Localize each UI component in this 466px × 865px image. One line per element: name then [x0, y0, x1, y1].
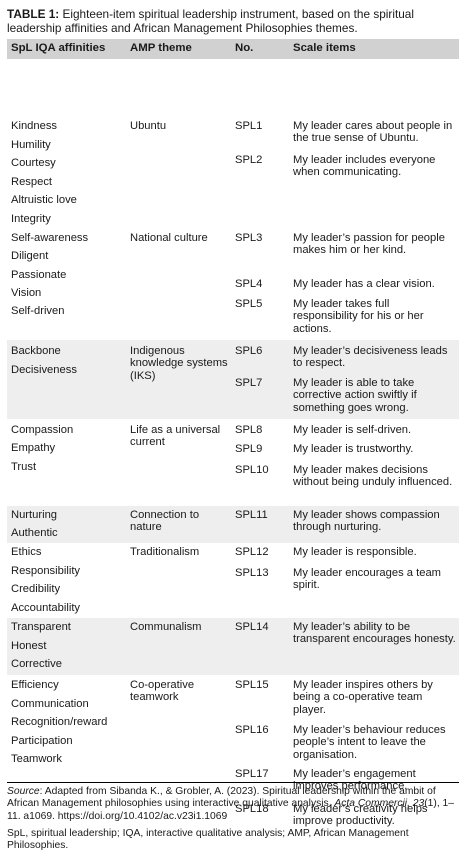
item-number-cell: SPL8 — [235, 424, 263, 436]
table-row: Self-awareness Diligent Passionate Vision Se… — [7, 227, 459, 340]
scale-item-cell: My leader is trustworthy. — [293, 443, 414, 455]
affinity-cell: Trust — [11, 461, 37, 473]
item-number-cell: SPL4 — [235, 278, 263, 290]
item-number-cell: SPL9 — [235, 443, 263, 455]
affinity-cell: Communication — [11, 698, 89, 710]
item-number-cell: SPL15 — [235, 679, 269, 691]
affinity-cell: Nurturing — [11, 509, 58, 521]
scale-item-cell: My leader takes full responsibility for … — [293, 298, 424, 335]
item-number-cell: SPL14 — [235, 621, 269, 633]
caption-label: TABLE 1: — [7, 7, 60, 21]
scale-item-cell: My leader’s engagement improves performa… — [293, 768, 416, 793]
source-text: : Adapted from Sibanda K., & Grobler, A.… — [7, 786, 436, 810]
scale-item-cell: My leader has a clear vision. — [293, 278, 435, 290]
table-row: Backbone Decisiveness Indigenous knowledge… — [7, 340, 459, 419]
item-number-cell: SPL2 — [235, 154, 263, 166]
affinity-cell: Diligent — [11, 250, 49, 262]
table-header: SpL IQA affinities AMP theme No. Scale i… — [7, 39, 459, 59]
affinity-cell: Authentic — [11, 527, 58, 539]
header-theme: AMP theme — [130, 42, 192, 54]
affinity-cell: Compassion — [11, 424, 74, 436]
scale-item-cell: My leader is self-driven. — [293, 424, 412, 436]
affinity-cell: Teamwork — [11, 753, 62, 765]
item-number-cell: SPL11 — [235, 509, 268, 521]
amp-theme-cell: Connection to nature — [130, 509, 200, 534]
table-bottom-rule — [7, 782, 459, 783]
affinity-cell: Humility — [11, 139, 51, 151]
table-source-note: Source: Adapted from Sibanda K., & Grobl… — [7, 786, 459, 823]
scale-item-cell: My leader inspires others by being a co-… — [293, 679, 433, 716]
scale-item-cell: My leader includes everyone when communi… — [293, 154, 436, 179]
affinity-cell: Altruistic love — [11, 194, 77, 206]
header-affinities: SpL IQA affinities — [11, 42, 106, 54]
affinity-cell: Vision — [11, 287, 42, 299]
table-row: Transparent Honest Corrective Communalism SP… — [7, 618, 459, 675]
item-number-cell: SPL1 — [235, 120, 263, 132]
affinity-cell: Courtesy — [11, 157, 56, 169]
scale-item-cell: My leader’s behaviour reduces people’s i… — [293, 724, 446, 761]
scale-item-cell: My leader’s decisiveness leads to respec… — [293, 345, 448, 370]
scale-item-cell: My leader shows compassion through nurtu… — [293, 509, 440, 534]
item-number-cell: SPL10 — [235, 464, 269, 476]
amp-theme-cell: Indigenous knowledge systems (IKS) — [130, 345, 228, 382]
scale-item-cell: My leader’s creativity helps improve pro… — [293, 803, 428, 828]
amp-theme-cell: Co-operative teamwork — [130, 679, 195, 704]
amp-theme-cell: Ubuntu — [130, 120, 167, 132]
scale-item-cell: My leader is responsible. — [293, 546, 417, 558]
table-container: TABLE 1: Eighteen-item spiritual leaders… — [7, 7, 459, 827]
header-scale-items: Scale items — [293, 42, 356, 54]
caption-text: Eighteen-item spiritual leadership instr… — [7, 7, 414, 35]
source-citation-tail: (1), 1–11. a1069. https://doi.org/10.410… — [7, 798, 455, 822]
table-row: Ethics Responsibility Credibility Accountab… — [7, 543, 459, 618]
scale-item-cell: My leader is able to take corrective act… — [293, 377, 417, 414]
affinity-cell: Respect — [11, 176, 53, 188]
table-row: Kindness Humility Courtesy Respect Altruisti… — [7, 115, 459, 227]
affinity-cell: Decisiveness — [11, 364, 77, 376]
item-number-cell: SPL5 — [235, 298, 263, 310]
scale-item-cell: My leader makes decisions without being … — [293, 464, 453, 489]
affinity-cell: Kindness — [11, 120, 58, 132]
affinity-cell: Accountability — [11, 602, 81, 614]
item-number-cell: SPL18 — [235, 803, 269, 815]
affinity-cell: Recognition/reward — [11, 716, 108, 728]
affinity-cell: Credibility — [11, 583, 61, 595]
item-number-cell: SPL3 — [235, 232, 263, 244]
amp-theme-cell: Life as a universal current — [130, 424, 221, 449]
affinity-cell: Integrity — [11, 213, 51, 225]
item-number-cell: SPL13 — [235, 567, 269, 579]
affinity-cell: Self-awareness — [11, 232, 89, 244]
affinity-cell: Responsibility — [11, 565, 81, 577]
affinity-cell: Transparent — [11, 621, 71, 633]
affinity-cell: Ethics — [11, 546, 42, 558]
scale-item-cell: My leader’s passion for people makes him… — [293, 232, 445, 257]
table-caption: TABLE 1: Eighteen-item spiritual leaders… — [7, 7, 459, 39]
table-row: Efficiency Communication Recognition/rewar… — [7, 675, 459, 834]
source-journal: Acta Commercii, 23 — [334, 798, 425, 810]
table-row: Compassion Empathy Trust Life as a universa… — [7, 419, 459, 506]
amp-theme-cell: Communalism — [130, 621, 202, 633]
affinity-cell: Passionate — [11, 269, 67, 281]
amp-theme-cell: National culture — [130, 232, 208, 244]
scale-item-cell: My leader cares about people in the true… — [293, 120, 453, 145]
item-number-cell: SPL12 — [235, 546, 269, 558]
affinity-cell: Honest — [11, 640, 47, 652]
scale-item-cell: My leader’s ability to be transparent en… — [293, 621, 456, 646]
affinity-cell: Backbone — [11, 345, 61, 357]
affinity-cell: Efficiency — [11, 679, 59, 691]
amp-theme-cell: Traditionalism — [130, 546, 200, 558]
abbreviations-note: SpL, spiritual leadership; IQA, interact… — [7, 828, 409, 852]
affinity-cell: Self-driven — [11, 305, 65, 317]
item-number-cell: SPL6 — [235, 345, 263, 357]
affinity-cell: Empathy — [11, 442, 56, 454]
affinity-cell: Participation — [11, 735, 73, 747]
item-number-cell: SPL16 — [235, 724, 269, 736]
affinity-cell: Corrective — [11, 658, 62, 670]
table-row: Nurturing Authentic Connection to nature SP… — [7, 506, 459, 543]
header-number: No. — [235, 42, 254, 54]
item-number-cell: SPL17 — [235, 768, 269, 780]
scale-item-cell: My leader encourages a team spirit. — [293, 567, 442, 592]
item-number-cell: SPL7 — [235, 377, 263, 389]
source-label: Source — [7, 786, 40, 797]
